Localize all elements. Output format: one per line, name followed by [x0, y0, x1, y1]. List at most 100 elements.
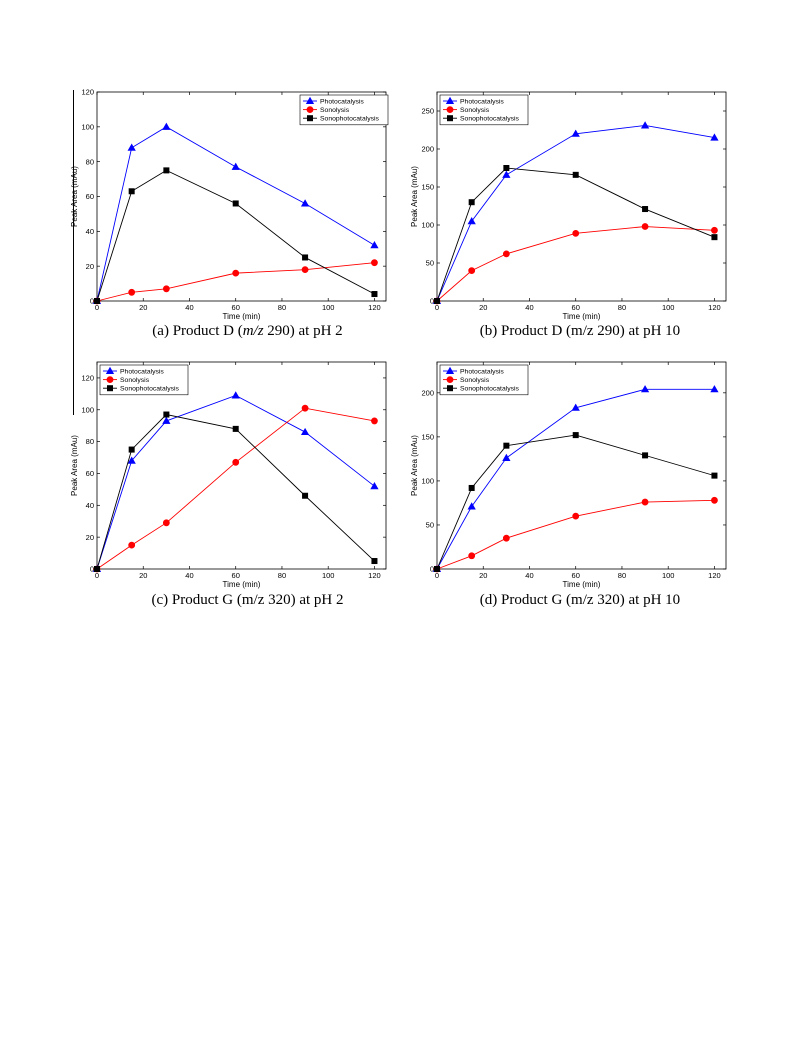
series-line-b-0	[436, 124, 715, 302]
x-tick-label-d: 100	[662, 571, 675, 580]
x-axis-label-c: Time (min)	[223, 580, 261, 589]
x-tick-label-d: 120	[708, 571, 721, 580]
x-tick-label-c: 100	[322, 571, 335, 580]
x-tick-label-a: 40	[185, 303, 193, 312]
data-point-a-1	[232, 269, 240, 277]
x-tick-label-a: 60	[232, 303, 240, 312]
x-axis-label-b: Time (min)	[563, 312, 601, 321]
x-tick-label-b: 60	[572, 303, 580, 312]
series-line-d-0	[436, 388, 715, 570]
y-tick-label-b: 100	[421, 221, 434, 230]
legend-marker-c-2	[107, 385, 114, 392]
x-tick-label-b: 0	[435, 303, 439, 312]
legend-marker-b-0	[445, 96, 455, 104]
legend-box-a	[299, 94, 389, 126]
series-line-c-0	[96, 394, 375, 570]
data-point-c-1	[301, 404, 309, 412]
data-point-a-1	[128, 288, 136, 296]
data-point-a-1	[162, 285, 170, 293]
x-tick-label-c: 80	[278, 571, 286, 580]
data-point-b-2	[642, 206, 649, 213]
caption-a-text-end: 290) at pH 2	[263, 323, 343, 339]
caption-d-text: (d) Product G (m/z 320) at pH 10	[479, 592, 681, 608]
x-axis-label-d: Time (min)	[563, 580, 601, 589]
x-tick-label-b: 40	[525, 303, 533, 312]
x-tick-label-a: 0	[95, 303, 99, 312]
x-tick-label-d: 20	[479, 571, 487, 580]
data-point-c-2	[371, 558, 378, 565]
x-tick-label-d: 60	[572, 571, 580, 580]
data-point-d-2	[468, 484, 475, 491]
data-point-a-2	[128, 188, 135, 195]
data-point-b-0	[710, 133, 719, 141]
data-point-c-2	[94, 565, 101, 572]
data-point-c-0	[127, 456, 136, 464]
y-tick-label-c: 60	[86, 469, 94, 478]
plot-frame-d	[436, 361, 727, 570]
y-tick-label-d: 50	[426, 521, 434, 530]
chart-a-caption: (a) Product D (m/z 290) at pH 2	[60, 323, 435, 340]
data-point-a-0	[162, 122, 171, 130]
legend-marker-b-1	[446, 106, 454, 113]
data-point-a-2	[94, 297, 101, 304]
y-tick-label-b: 0	[430, 297, 434, 306]
x-tick-label-a: 20	[139, 303, 147, 312]
series-line-c-2	[96, 414, 375, 570]
data-point-d-2	[433, 565, 440, 572]
legend-marker-d-2	[446, 385, 453, 392]
data-point-b-2	[572, 171, 579, 178]
data-point-c-2	[232, 425, 239, 432]
x-tick-label-c: 120	[368, 571, 381, 580]
y-axis-label-c: Peak Area (mAu)	[70, 435, 79, 496]
data-point-d-0	[571, 403, 580, 411]
legend-marker-d-1	[446, 376, 454, 383]
chart-b-caption: (b) Product D (m/z 290) at pH 10	[400, 323, 760, 340]
data-point-a-0	[231, 162, 240, 170]
data-point-c-0	[370, 481, 379, 490]
legend-label-d-1: Sonolysis	[460, 377, 490, 384]
y-tick-label-d: 150	[421, 432, 434, 441]
chart-d-svg: 0 20 40 60 80 100 120 0 50 100 150 200 Time (min) Pea…	[410, 361, 727, 589]
legend-label-d-2: Sonophotocatalysis	[460, 386, 520, 393]
series-line-a-2	[96, 169, 375, 302]
y-tick-label-c: 120	[81, 374, 94, 383]
plot-frame-c	[96, 361, 387, 570]
legend-label-a-2: Sonophotocatalysis	[320, 116, 380, 123]
data-point-c-1	[162, 519, 170, 527]
x-tick-label-a: 120	[368, 303, 381, 312]
plot-frame-b	[436, 91, 727, 302]
data-point-d-0	[467, 502, 476, 510]
series-line-b-2	[436, 167, 715, 302]
data-point-c-1	[371, 417, 378, 425]
data-point-b-1	[711, 226, 718, 234]
data-point-d-1	[711, 496, 718, 504]
data-point-d-1	[572, 512, 580, 520]
legend-label-b-0: Photocatalysis	[460, 98, 504, 105]
y-tick-label-c: 100	[81, 405, 94, 414]
data-point-b-2	[468, 199, 475, 206]
x-tick-label-d: 80	[618, 571, 626, 580]
y-tick-label-a: 40	[86, 227, 94, 236]
legend-label-c-1: Sonolysis	[120, 377, 150, 384]
y-tick-label-a: 0	[90, 297, 94, 306]
series-line-a-1	[96, 262, 375, 302]
data-point-d-1	[502, 534, 510, 542]
legend-marker-a-0	[305, 96, 315, 104]
data-point-b-2	[711, 234, 718, 241]
data-point-b-0	[571, 129, 580, 137]
y-tick-label-a: 100	[81, 122, 94, 131]
legend-label-a-0: Photocatalysis	[320, 98, 364, 105]
series-line-c-1	[96, 407, 375, 570]
legend-marker-d-0	[445, 366, 455, 375]
data-point-a-2	[371, 291, 378, 298]
data-point-d-2	[642, 452, 649, 459]
legend-label-b-2: Sonophotocatalysis	[460, 116, 520, 123]
data-point-d-2	[503, 442, 510, 449]
y-tick-label-b: 200	[421, 145, 434, 154]
y-tick-label-b: 50	[426, 259, 434, 268]
x-tick-label-a: 80	[278, 303, 286, 312]
data-point-c-1	[128, 541, 136, 549]
legend-label-b-1: Sonolysis	[460, 107, 490, 114]
y-tick-label-c: 0	[90, 565, 94, 574]
legend-marker-c-0	[105, 366, 115, 375]
